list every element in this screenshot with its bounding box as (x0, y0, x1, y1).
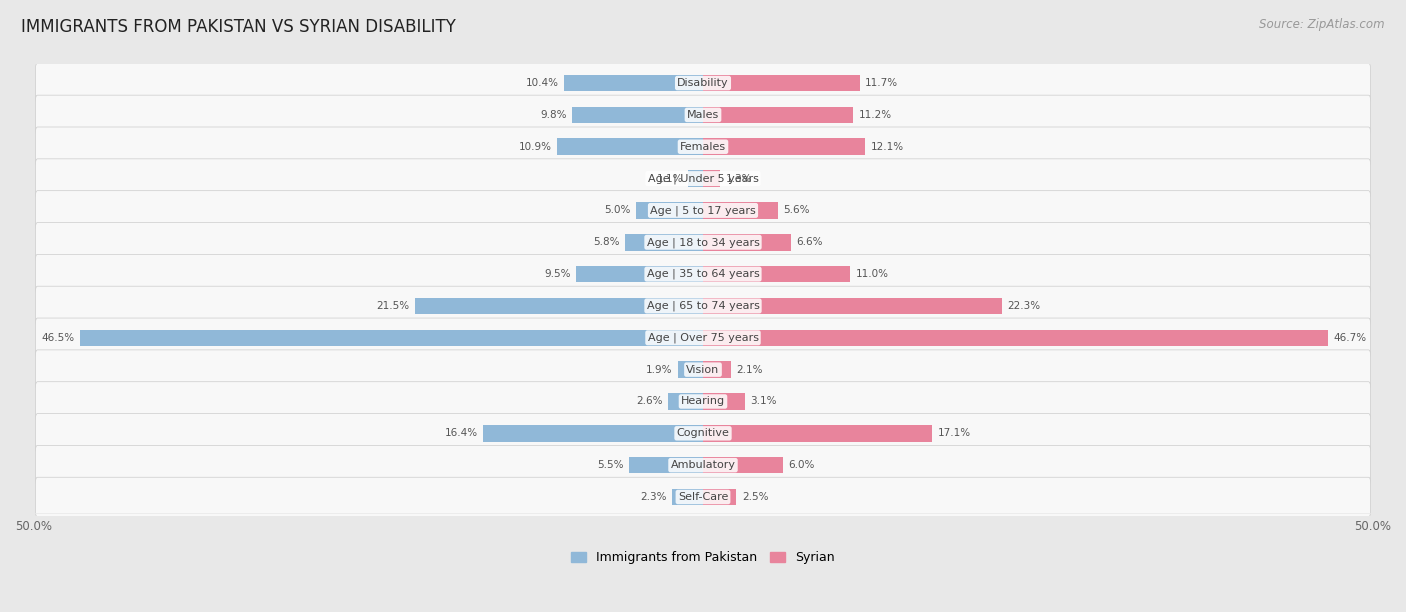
Text: 10.9%: 10.9% (519, 142, 551, 152)
Text: IMMIGRANTS FROM PAKISTAN VS SYRIAN DISABILITY: IMMIGRANTS FROM PAKISTAN VS SYRIAN DISAB… (21, 18, 456, 36)
Text: Source: ZipAtlas.com: Source: ZipAtlas.com (1260, 18, 1385, 31)
Text: 16.4%: 16.4% (444, 428, 478, 438)
FancyBboxPatch shape (35, 127, 1371, 166)
Bar (576, 266, 703, 282)
Text: 10.4%: 10.4% (526, 78, 558, 88)
Bar (636, 202, 703, 218)
Text: 5.5%: 5.5% (598, 460, 624, 470)
Bar (703, 202, 778, 218)
Text: 21.5%: 21.5% (377, 301, 409, 311)
Text: 6.0%: 6.0% (789, 460, 815, 470)
Bar (668, 393, 703, 410)
Bar (572, 106, 703, 123)
Bar (630, 457, 703, 474)
Bar (557, 138, 703, 155)
Bar (703, 266, 851, 282)
Text: 22.3%: 22.3% (1007, 301, 1040, 311)
FancyBboxPatch shape (35, 159, 1371, 198)
Text: 3.1%: 3.1% (749, 397, 776, 406)
Bar (564, 75, 703, 91)
Text: 11.7%: 11.7% (865, 78, 898, 88)
Text: 5.0%: 5.0% (605, 206, 631, 215)
Text: Hearing: Hearing (681, 397, 725, 406)
Bar (703, 170, 720, 187)
Bar (703, 457, 783, 474)
Text: 5.6%: 5.6% (783, 206, 810, 215)
FancyBboxPatch shape (35, 255, 1371, 294)
FancyBboxPatch shape (35, 95, 1371, 135)
Text: 9.8%: 9.8% (540, 110, 567, 120)
Text: Disability: Disability (678, 78, 728, 88)
Text: Vision: Vision (686, 365, 720, 375)
Text: Ambulatory: Ambulatory (671, 460, 735, 470)
Bar (703, 329, 1329, 346)
Text: 1.1%: 1.1% (657, 174, 683, 184)
FancyBboxPatch shape (35, 350, 1371, 389)
FancyBboxPatch shape (35, 446, 1371, 485)
FancyBboxPatch shape (35, 223, 1371, 262)
Text: 46.5%: 46.5% (42, 333, 75, 343)
FancyBboxPatch shape (35, 382, 1371, 421)
Text: Males: Males (688, 110, 718, 120)
FancyBboxPatch shape (35, 477, 1371, 517)
Text: 2.6%: 2.6% (637, 397, 662, 406)
Text: Self-Care: Self-Care (678, 492, 728, 502)
Bar (703, 393, 745, 410)
Text: 2.5%: 2.5% (742, 492, 768, 502)
Bar (703, 297, 1001, 314)
Text: 1.3%: 1.3% (725, 174, 752, 184)
Bar (703, 106, 853, 123)
Bar (672, 489, 703, 506)
Bar (689, 170, 703, 187)
FancyBboxPatch shape (35, 63, 1371, 103)
Bar (703, 425, 932, 442)
Text: 46.7%: 46.7% (1334, 333, 1367, 343)
Text: 11.0%: 11.0% (856, 269, 889, 279)
FancyBboxPatch shape (35, 318, 1371, 357)
Text: Age | 65 to 74 years: Age | 65 to 74 years (647, 300, 759, 311)
Text: Age | Over 75 years: Age | Over 75 years (648, 332, 758, 343)
Legend: Immigrants from Pakistan, Syrian: Immigrants from Pakistan, Syrian (571, 551, 835, 564)
Bar (678, 361, 703, 378)
Text: 11.2%: 11.2% (858, 110, 891, 120)
Bar (703, 138, 865, 155)
Text: Age | 18 to 34 years: Age | 18 to 34 years (647, 237, 759, 247)
FancyBboxPatch shape (35, 414, 1371, 453)
Text: 2.1%: 2.1% (737, 365, 763, 375)
Text: Age | 5 to 17 years: Age | 5 to 17 years (650, 205, 756, 215)
Bar (703, 361, 731, 378)
Text: 9.5%: 9.5% (544, 269, 571, 279)
Text: 5.8%: 5.8% (593, 237, 620, 247)
Bar (703, 489, 737, 506)
Bar (626, 234, 703, 250)
Text: 1.9%: 1.9% (645, 365, 672, 375)
Text: Females: Females (681, 142, 725, 152)
FancyBboxPatch shape (35, 286, 1371, 326)
Bar (703, 234, 792, 250)
FancyBboxPatch shape (35, 191, 1371, 230)
Bar (703, 75, 859, 91)
Text: 6.6%: 6.6% (797, 237, 824, 247)
Text: 2.3%: 2.3% (640, 492, 666, 502)
Text: 17.1%: 17.1% (938, 428, 970, 438)
Bar (415, 297, 703, 314)
Text: Age | Under 5 years: Age | Under 5 years (648, 173, 758, 184)
Text: 12.1%: 12.1% (870, 142, 904, 152)
Text: Age | 35 to 64 years: Age | 35 to 64 years (647, 269, 759, 279)
Bar (484, 425, 703, 442)
Text: Cognitive: Cognitive (676, 428, 730, 438)
Bar (80, 329, 703, 346)
